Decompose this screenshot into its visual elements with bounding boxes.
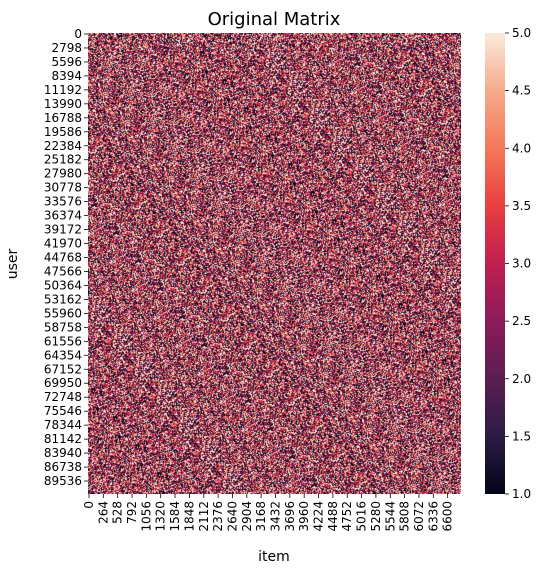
y-tick-label: 72748 [44, 390, 82, 404]
x-tick-label: 2904 [240, 501, 254, 532]
x-axis-label: item [258, 549, 290, 565]
y-tick-label: 2798 [51, 41, 82, 55]
colorbar-tick-label: 1.0 [512, 487, 531, 501]
x-tick-label: 2376 [211, 501, 225, 532]
x-tick-label: 6336 [426, 501, 440, 532]
colorbar-tick-label: 2.0 [512, 372, 531, 386]
y-tick-label: 64354 [44, 348, 82, 362]
y-tick-label: 27980 [44, 167, 82, 181]
colorbar-ticks: 1.0 1.5 2.0 2.5 3.0 3.5 4.0 4.5 5.0 [505, 26, 531, 501]
x-tick-label: 0 [82, 501, 96, 509]
colorbar-tick-label: 2.5 [512, 314, 531, 328]
x-tick-label: 2112 [197, 501, 211, 532]
y-tick-label: 55960 [44, 306, 82, 320]
y-axis-label: user [5, 248, 21, 279]
x-tick-label: 3432 [269, 501, 283, 532]
x-tick-label: 4488 [326, 501, 340, 532]
x-tick-label: 1584 [168, 501, 182, 532]
y-tick-label: 0 [74, 27, 82, 41]
y-tick-label: 11192 [44, 83, 82, 97]
x-tick-label: 3696 [283, 501, 297, 532]
y-tick-label: 69950 [44, 376, 82, 390]
y-tick-label: 83940 [44, 446, 82, 460]
colorbar-tick-label: 3.5 [512, 199, 531, 213]
x-tick-label: 6072 [412, 501, 426, 532]
x-tick-label: 1848 [182, 501, 196, 532]
y-tick-label: 8394 [51, 69, 82, 83]
x-tick-label: 5016 [355, 501, 369, 532]
colorbar-tick-label: 3.0 [512, 257, 531, 271]
y-tick-label: 13990 [44, 97, 82, 111]
y-tick-label: 47566 [44, 264, 82, 278]
x-tick-label: 6600 [441, 501, 455, 532]
y-tick-label: 89536 [44, 474, 82, 488]
y-tick-label: 5596 [51, 55, 82, 69]
x-tick-label: 264 [96, 501, 110, 524]
y-tick-label: 53162 [44, 292, 82, 306]
y-tick-label: 86738 [44, 460, 82, 474]
colorbar-tick-label: 4.5 [512, 84, 531, 98]
colorbar-tick-label: 4.0 [512, 141, 531, 155]
y-tick-label: 81142 [44, 432, 82, 446]
colorbar-gradient [485, 33, 505, 494]
x-tick-label: 4224 [312, 501, 326, 532]
x-tick-label: 5808 [398, 501, 412, 532]
x-tick-label: 5280 [369, 501, 383, 532]
y-tick-label: 16788 [44, 111, 82, 125]
y-tick-label: 44768 [44, 251, 82, 265]
y-tick-label: 75546 [44, 404, 82, 418]
colorbar-tick-label: 1.5 [512, 429, 531, 443]
x-tick-label: 528 [111, 501, 125, 524]
y-tick-label: 33576 [44, 195, 82, 209]
x-tick-label: 3960 [297, 501, 311, 532]
x-tick-label: 792 [125, 501, 139, 524]
x-axis-ticks: 0 264 528 792 1056 1320 1584 1848 2112 2376 2640 29… [82, 494, 455, 532]
x-tick-label: 4752 [340, 501, 354, 532]
y-tick-label: 25182 [44, 153, 82, 167]
y-tick-label: 61556 [44, 334, 82, 348]
y-tick-label: 22384 [44, 139, 82, 153]
x-tick-label: 1320 [154, 501, 168, 532]
y-tick-label: 58758 [44, 320, 82, 334]
heatmap-cells [88, 33, 461, 494]
y-tick-label: 39172 [44, 223, 82, 237]
colorbar-tick-label: 5.0 [512, 26, 531, 40]
x-tick-label: 3168 [254, 501, 268, 532]
y-axis-ticks: 0279855968394111921399016788195862238425… [44, 27, 88, 488]
y-tick-label: 19586 [44, 125, 82, 139]
x-tick-label: 2640 [225, 501, 239, 532]
heatmap-area [88, 33, 461, 494]
y-tick-label: 78344 [44, 418, 82, 432]
colorbar: 1.0 1.5 2.0 2.5 3.0 3.5 4.0 4.5 5.0 [485, 26, 531, 501]
y-tick-label: 30778 [44, 181, 82, 195]
y-tick-label: 36374 [44, 209, 82, 223]
x-tick-label: 5544 [383, 501, 397, 532]
chart-title: Original Matrix [208, 9, 341, 30]
y-tick-label: 50364 [44, 278, 82, 292]
x-tick-label: 1056 [139, 501, 153, 532]
y-tick-label: 41970 [44, 237, 82, 251]
y-tick-label: 67152 [44, 362, 82, 376]
